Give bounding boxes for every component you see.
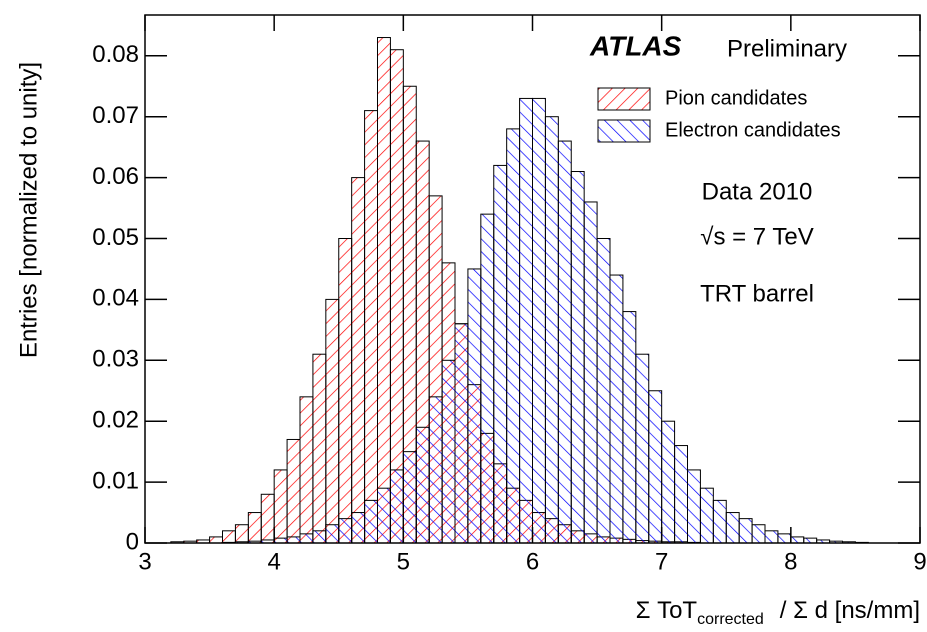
y-tick-label: 0 <box>126 528 139 555</box>
histogram-bar <box>570 171 585 544</box>
histogram-bar <box>389 469 404 544</box>
status-label: Preliminary <box>727 35 847 62</box>
histogram-bar <box>493 164 508 544</box>
histogram-bar <box>286 536 301 544</box>
x-tick-label: 4 <box>267 548 280 575</box>
legend-swatch <box>597 87 651 111</box>
histogram-bar <box>312 353 327 544</box>
histogram-bar <box>273 469 288 544</box>
y-tick-label: 0.03 <box>92 346 139 373</box>
histogram-bar <box>389 49 404 544</box>
histogram-bar <box>506 128 521 544</box>
histogram-bar <box>338 518 353 544</box>
x-tick-label: 8 <box>784 548 797 575</box>
y-tick-label: 0.04 <box>92 285 139 312</box>
histogram-bar <box>596 238 611 544</box>
histogram-bar <box>467 268 482 544</box>
histogram-bar <box>609 274 624 544</box>
histogram-bar <box>234 524 249 544</box>
histogram-bar <box>209 536 223 544</box>
histogram-bar <box>325 524 340 544</box>
legend-label: Electron candidates <box>665 119 841 141</box>
x-tick-label: 5 <box>397 548 410 575</box>
histogram-bar <box>377 37 391 544</box>
histogram-bar <box>222 530 236 544</box>
x-label-main: Σ ToT <box>636 597 698 624</box>
y-tick-label: 0.02 <box>92 407 139 434</box>
histogram-bar <box>687 469 701 544</box>
legend-label: Pion candidates <box>665 87 807 109</box>
histogram-bar <box>557 140 572 544</box>
histogram-bar <box>532 97 546 544</box>
y-tick-label: 0.05 <box>92 224 139 251</box>
histogram-bar <box>325 298 340 544</box>
x-tick-label: 9 <box>913 548 926 575</box>
histogram-bar <box>351 177 366 544</box>
x-tick-label: 7 <box>655 548 668 575</box>
histogram-bar <box>441 359 456 544</box>
histogram-bar <box>648 390 663 544</box>
histogram-bar <box>544 116 559 544</box>
histogram-bar <box>712 499 727 544</box>
histogram-bar <box>312 530 327 544</box>
histogram-bar <box>247 512 262 544</box>
histogram-bar <box>480 213 495 544</box>
histogram-bar <box>519 97 533 544</box>
x-label-sub: corrected <box>697 611 764 628</box>
histogram-bar <box>351 512 366 544</box>
x-axis-label: Σ ToTcorrected / Σ d [ns/mm] <box>636 597 920 628</box>
x-tick-label: 6 <box>526 548 539 575</box>
y-tick-label: 0.06 <box>92 163 139 190</box>
histogram-bar <box>402 451 417 544</box>
histogram-bar <box>777 533 792 544</box>
annotation: Data 2010 <box>702 178 813 205</box>
histogram-bar <box>299 396 314 544</box>
histogram-bar <box>583 201 598 544</box>
axes: 3 4 5 6 7 8 9 0 0.01 0.02 0.03 0.04 0.05 0.06 0.07 0.08 <box>92 15 927 575</box>
histogram-bar <box>764 530 779 544</box>
histogram-bar <box>674 445 688 544</box>
y-axis-label: Entries [normalized to unity] <box>15 62 42 358</box>
histogram-bar <box>286 438 301 544</box>
histogram-bar <box>377 487 391 544</box>
histogram-bar <box>751 524 766 544</box>
legend-swatch <box>597 119 651 143</box>
histogram-bar <box>622 311 637 544</box>
x-tick-label: 3 <box>138 548 151 575</box>
histogram-bar <box>364 110 379 544</box>
histogram-bar <box>338 238 353 544</box>
y-tick-label: 0.07 <box>92 102 139 129</box>
histogram-bar <box>699 487 714 544</box>
x-label-rest: / Σ d [ns/mm] <box>780 597 920 624</box>
histogram-bar <box>725 512 740 544</box>
histogram-bar <box>454 323 469 544</box>
annotation: TRT barrel <box>700 280 814 307</box>
histogram-bar <box>428 396 443 544</box>
histogram-bars <box>170 37 869 544</box>
y-tick-label: 0.01 <box>92 467 139 494</box>
histogram-bar <box>661 420 676 544</box>
histogram-bar <box>299 533 314 544</box>
legend: Pion candidates Electron candidates <box>597 87 841 143</box>
histogram-bar <box>635 353 650 544</box>
histogram-bar <box>260 493 275 544</box>
histogram-bar <box>790 536 805 544</box>
y-tick-label: 0.08 <box>92 41 139 68</box>
histogram-bar <box>364 499 379 544</box>
experiment-label: ATLAS <box>589 30 682 61</box>
histogram-bar <box>738 518 753 544</box>
histogram-bar <box>415 426 430 544</box>
annotation: √s = 7 TeV <box>700 223 813 250</box>
